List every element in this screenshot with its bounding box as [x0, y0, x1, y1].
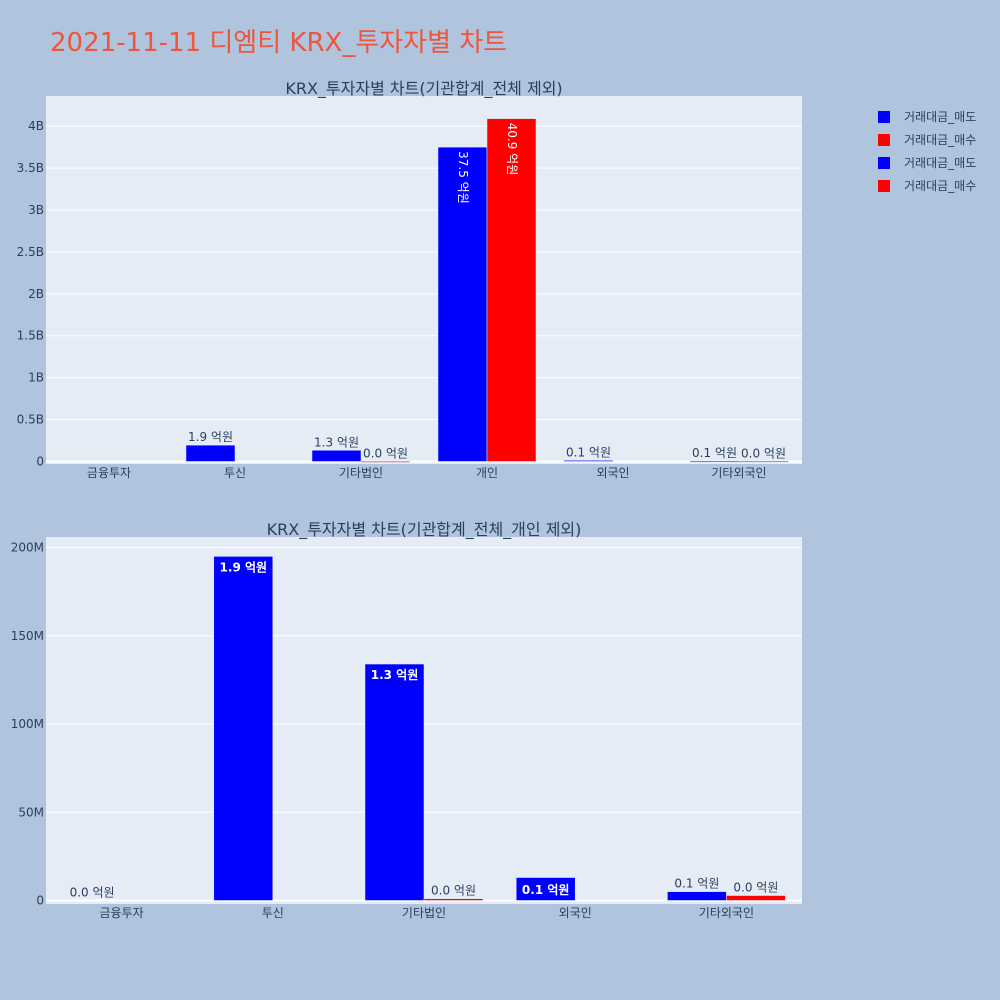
page-title: 2021-11-11 디엠티 KRX_투자자별 차트 [50, 28, 508, 58]
y-tick-label: 200M [11, 541, 44, 555]
data-label: 1.9 억원 [188, 430, 233, 444]
y-tick-label: 1B [28, 371, 44, 385]
y-tick-label: 0 [36, 893, 44, 907]
chart-title: KRX_투자자별 차트(기관합계_전체_개인 제외) [267, 520, 582, 540]
legend-label: 거래대금_매수 [904, 179, 977, 193]
bar [364, 663, 425, 901]
data-label: 0.0 억원 [70, 885, 115, 899]
legend-item[interactable]: 거래대금_매수 [872, 174, 976, 197]
legend-label: 거래대금_매수 [904, 133, 977, 147]
bar [360, 461, 411, 463]
x-tick-label: 외국인 [559, 906, 592, 920]
x-tick-label: 금융투자 [100, 906, 144, 920]
y-tick-label: 1.5B [17, 329, 44, 343]
legend-swatch-sell [878, 110, 890, 123]
bar [563, 460, 614, 462]
x-tick-label: 외국인 [596, 466, 629, 480]
legend-label: 거래대금_매도 [904, 156, 977, 170]
y-tick-label: 2B [28, 287, 44, 301]
y-tick-label: 0 [36, 454, 44, 468]
data-label: 0.0 억원 [741, 446, 786, 460]
data-label: 40.9 억원 [505, 123, 519, 176]
bar [667, 891, 727, 901]
legend-swatch-buy [878, 179, 890, 192]
legend-item[interactable]: 거래대금_매도 [872, 105, 976, 128]
x-tick-label: 기타법인 [402, 906, 446, 920]
bar [738, 461, 789, 463]
bar [689, 460, 740, 463]
y-tick-label: 50M [18, 805, 44, 819]
bar [423, 898, 484, 901]
legend[interactable]: 거래대금_매도 거래대금_매수 거래대금_매도 거래대금_매수 [872, 105, 976, 197]
plot-area [46, 96, 802, 464]
data-label: 0.1 억원 [522, 883, 570, 897]
y-tick-label: 3B [28, 203, 44, 217]
bar [486, 118, 537, 462]
data-label: 0.0 억원 [431, 884, 476, 898]
x-tick-label: 투신 [262, 906, 284, 920]
data-label: 1.9 억원 [220, 560, 268, 574]
legend-swatch-sell [878, 156, 890, 169]
legend-item[interactable]: 거래대금_매수 [872, 128, 976, 151]
data-label: 37.5 억원 [456, 151, 470, 204]
data-label: 0.0 억원 [733, 881, 778, 895]
data-label: 1.3 억원 [314, 435, 359, 449]
y-tick-label: 2.5B [17, 245, 44, 259]
bar [437, 146, 488, 462]
bar [185, 444, 236, 462]
bar [213, 556, 274, 901]
x-tick-label: 투신 [224, 466, 246, 480]
x-tick-label: 기타외국인 [711, 466, 766, 480]
x-tick-label: 개인 [476, 466, 498, 480]
x-tick-label: 기타외국인 [699, 906, 754, 920]
y-tick-label: 3.5B [17, 161, 44, 175]
y-tick-label: 150M [11, 629, 44, 643]
y-tick-label: 4B [28, 119, 44, 133]
bar [515, 877, 576, 901]
legend-item[interactable]: 거래대금_매도 [872, 151, 976, 174]
data-label: 0.1 억원 [566, 445, 611, 459]
data-label: 1.3 억원 [371, 668, 419, 682]
data-label: 0.1 억원 [674, 877, 719, 891]
x-tick-label: 기타법인 [339, 466, 383, 480]
data-label: 0.1 억원 [692, 446, 737, 460]
y-tick-label: 100M [11, 717, 44, 731]
legend-swatch-buy [878, 133, 890, 146]
data-label: 0.0 억원 [363, 446, 408, 460]
bar [311, 450, 362, 462]
y-tick-label: 0.5B [17, 413, 44, 427]
legend-label: 거래대금_매도 [904, 110, 977, 124]
chart-title: KRX_투자자별 차트(기관합계_전체 제외) [285, 79, 562, 99]
bar [726, 895, 786, 901]
x-tick-label: 금융투자 [87, 466, 131, 480]
